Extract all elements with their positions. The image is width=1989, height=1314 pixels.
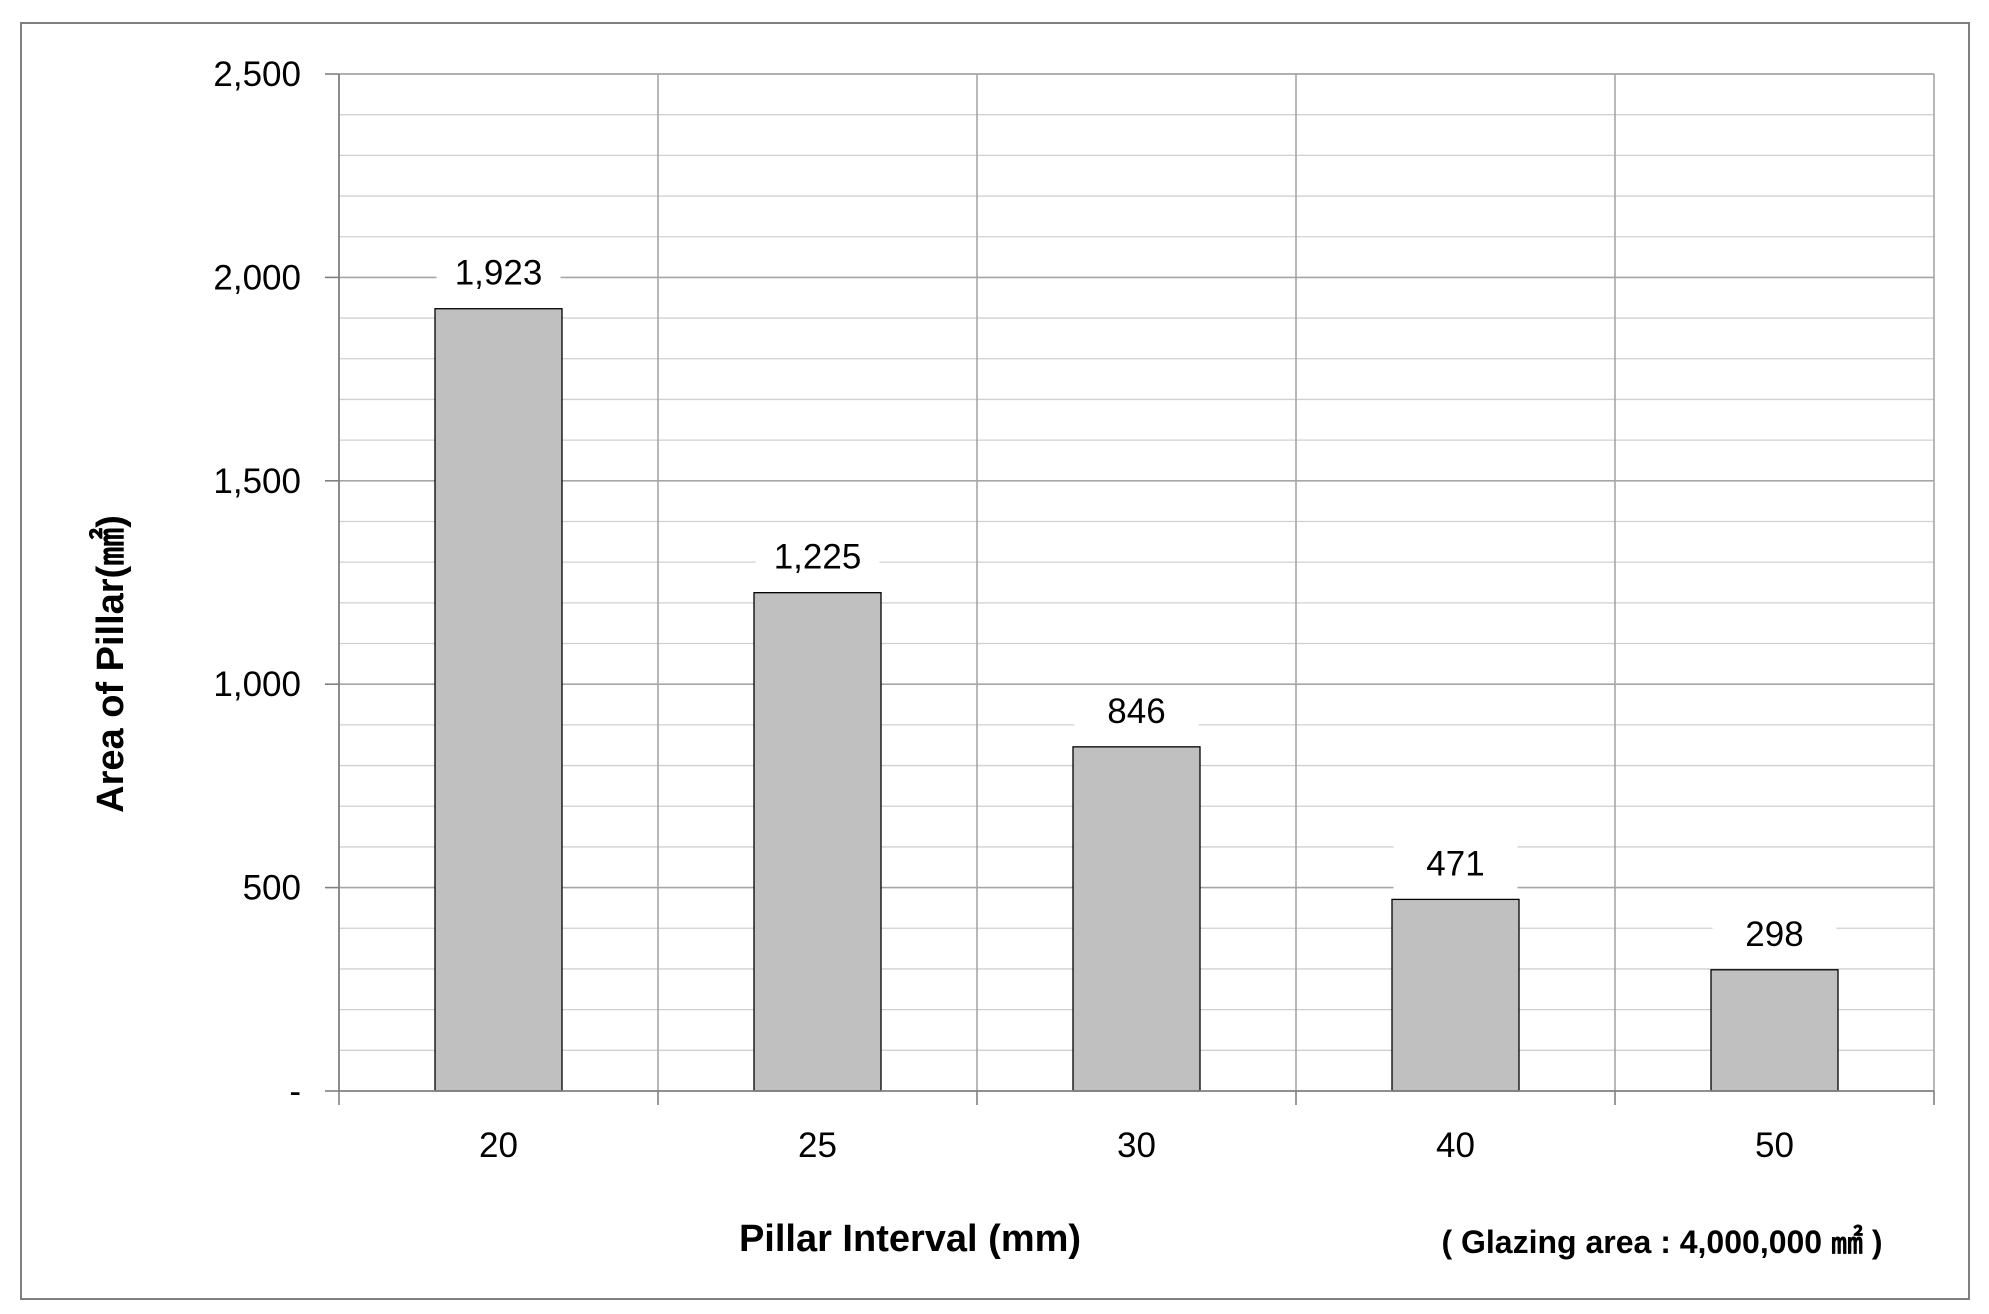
data-label-background bbox=[1712, 909, 1837, 960]
y-tick-label: 2,500 bbox=[213, 55, 301, 94]
data-label-background bbox=[1393, 839, 1518, 890]
x-tick-label: 25 bbox=[798, 1126, 837, 1165]
data-label-background bbox=[755, 532, 880, 583]
axes bbox=[325, 73, 1935, 1105]
minor-gridlines bbox=[339, 114, 1934, 1051]
data-label-background bbox=[436, 248, 561, 299]
x-axis-label: Pillar Interval (mm) bbox=[739, 1218, 1081, 1260]
data-label: 1,923 bbox=[455, 254, 543, 293]
bar bbox=[434, 308, 563, 1092]
x-tick-label: 20 bbox=[479, 1126, 518, 1165]
y-tick-label: 500 bbox=[243, 869, 301, 908]
vertical-gridlines bbox=[657, 74, 1935, 1091]
data-label: 471 bbox=[1426, 844, 1484, 883]
bar bbox=[753, 592, 882, 1092]
x-tick-label: 30 bbox=[1117, 1126, 1156, 1165]
data-label: 298 bbox=[1745, 915, 1803, 954]
data-label-background bbox=[1074, 686, 1199, 737]
y-axis-label: Area of Pillar(㎟) bbox=[89, 515, 132, 813]
bars bbox=[434, 308, 1839, 1092]
chart-frame bbox=[20, 22, 1970, 1300]
data-labels: 1,923 1,225 846 471 298 bbox=[455, 254, 1804, 954]
data-label: 846 bbox=[1107, 692, 1165, 731]
bar bbox=[1710, 969, 1839, 1092]
bar bbox=[1072, 746, 1201, 1092]
bar bbox=[1391, 898, 1520, 1092]
x-tick-label: 50 bbox=[1755, 1126, 1794, 1165]
y-tick-label: 2,000 bbox=[213, 258, 301, 297]
y-tick-label: 1,000 bbox=[213, 665, 301, 704]
y-tick-label: - bbox=[289, 1072, 301, 1111]
y-tick-labels: - 500 1,000 1,500 2,000 2,500 bbox=[213, 55, 301, 1111]
x-tick-label: 40 bbox=[1436, 1126, 1475, 1165]
data-label-backgrounds bbox=[436, 248, 1837, 960]
y-tick-label: 1,500 bbox=[213, 462, 301, 501]
glazing-area-note: ( Glazing area : 4,000,000 ㎟ ) bbox=[1441, 1224, 1882, 1260]
x-tick-labels: 20 25 30 40 50 bbox=[479, 1126, 1794, 1165]
data-label: 1,225 bbox=[774, 538, 862, 577]
